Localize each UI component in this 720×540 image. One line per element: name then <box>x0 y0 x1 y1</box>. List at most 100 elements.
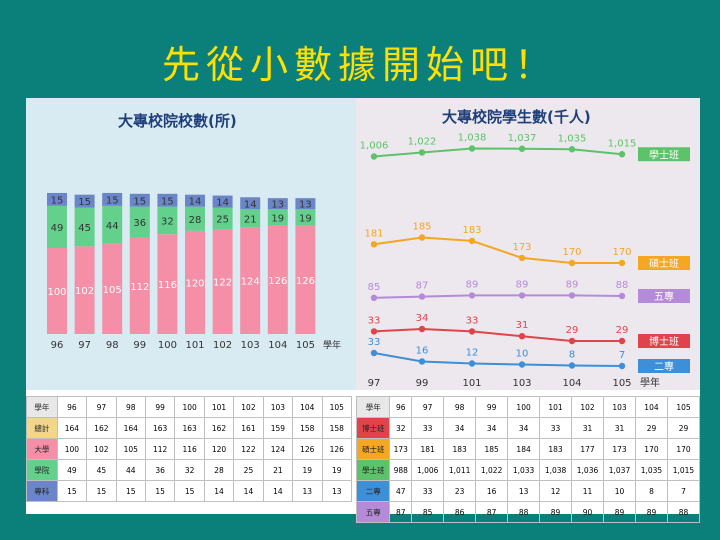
bar-junior <box>102 192 123 206</box>
table-cell: 1,033 <box>507 459 541 481</box>
table-cell: 87 <box>475 501 509 523</box>
x-tick-label: 97 <box>78 340 91 351</box>
chart-title: 大專校院學生數(千人) <box>442 108 591 126</box>
table-row: 碩士班 173 181 183 185 184 183 177 173 170 170 <box>355 438 701 460</box>
x-tick-label: 103 <box>512 378 531 389</box>
bar-label-college: 25 <box>216 214 229 225</box>
table-cell: 88 <box>507 501 541 523</box>
table-cell: 13 <box>321 480 352 502</box>
point-two-year <box>418 358 426 365</box>
data-label-five-year: 89 <box>516 279 529 290</box>
table-cell: 23 <box>443 480 477 502</box>
legend-box-phd <box>638 334 690 348</box>
bar-label-college: 49 <box>51 223 64 234</box>
table-cell: 1,038 <box>539 459 573 481</box>
x-tick-label: 99 <box>133 340 146 351</box>
bar-college <box>212 207 233 230</box>
legend-box-bachelor <box>638 147 690 162</box>
point-bachelor <box>370 153 378 160</box>
data-label-bachelor: 1,006 <box>360 141 389 152</box>
table-cell: 32 <box>389 417 413 439</box>
table-cell: 170 <box>666 438 701 460</box>
bar-label-univ: 124 <box>241 277 260 288</box>
series-line-phd <box>373 327 622 342</box>
data-label-two-year: 7 <box>619 350 625 361</box>
point-phd <box>618 337 626 345</box>
table-cell: 112 <box>144 438 176 460</box>
bar-junior <box>185 194 205 207</box>
x-tick-label: 105 <box>296 340 315 351</box>
table-cell: 21 <box>262 459 294 481</box>
legend-box-five-year <box>638 289 690 303</box>
bar-univ <box>212 229 233 334</box>
data-label-two-year: 16 <box>416 346 429 357</box>
point-bachelor <box>518 145 526 152</box>
school-count-table: 學年 96 97 98 99 100 101 102 103 104 105 總計 164 162 164 1… <box>26 396 352 502</box>
table-cell: 104 <box>634 396 668 418</box>
table-cell: 14 <box>203 480 235 502</box>
table-cell: 14 <box>262 480 294 502</box>
table-cell: 8 <box>634 480 668 502</box>
table-row-header: 博士班 <box>355 417 391 439</box>
table-cell: 1,015 <box>666 459 701 481</box>
data-label-five-year: 88 <box>616 280 629 291</box>
legend-label-phd: 博士班 <box>649 335 679 348</box>
point-bachelor <box>568 146 576 153</box>
point-master <box>568 259 576 267</box>
table-cell: 161 <box>233 417 264 439</box>
table-cell: 19 <box>292 459 323 481</box>
table-cell: 89 <box>603 501 636 523</box>
bar-label-univ: 112 <box>130 282 149 293</box>
table-cell: 96 <box>56 396 88 418</box>
table-header-row: 學年 96 97 98 99 100 101 102 103 104 105 <box>26 396 352 418</box>
x-tick-label: 102 <box>213 340 232 351</box>
table-cell: 15 <box>144 480 176 502</box>
point-master <box>618 259 626 267</box>
table-cell: 32 <box>174 459 205 481</box>
table-cell: 15 <box>56 480 88 502</box>
point-five-year <box>418 293 426 300</box>
table-cell: 102 <box>571 396 605 418</box>
point-phd <box>568 337 576 345</box>
table-cell: 44 <box>115 459 146 481</box>
x-tick-label: 104 <box>268 340 287 351</box>
point-two-year <box>468 360 476 367</box>
bar-label-college: 21 <box>244 214 257 225</box>
bar-college <box>267 209 288 226</box>
table-cell: 170 <box>634 438 668 460</box>
x-tick-label: 99 <box>416 378 429 389</box>
table-row-header: 碩士班 <box>355 438 391 460</box>
table-cell: 31 <box>571 417 605 439</box>
table-cell: 13 <box>292 480 323 502</box>
table-cell: 162 <box>203 417 235 439</box>
table-cell: 31 <box>603 417 636 439</box>
data-label-master: 170 <box>562 247 581 258</box>
point-two-year <box>568 362 576 369</box>
table-cell: 163 <box>174 417 205 439</box>
table-row: 學院 49 45 44 36 32 28 25 21 19 19 <box>26 459 352 481</box>
table-cell: 1,022 <box>475 459 509 481</box>
table-cell: 98 <box>443 396 477 418</box>
data-label-phd: 33 <box>368 315 381 326</box>
bar-label-univ: 120 <box>185 278 204 289</box>
series-line-master <box>373 236 622 264</box>
bar-label-univ: 122 <box>213 278 232 289</box>
table-cell: 116 <box>174 438 205 460</box>
table-cell: 90 <box>571 501 605 523</box>
data-label-five-year: 89 <box>466 279 479 290</box>
bar-label-univ: 126 <box>268 276 287 287</box>
series-line-five-year <box>373 294 623 299</box>
point-phd <box>418 325 426 333</box>
table-row: 總計 164 162 164 163 163 162 161 159 158 158 <box>26 417 352 439</box>
table-row-header: 學院 <box>26 459 58 481</box>
x-axis-label: 學年 <box>640 376 660 389</box>
bar-univ <box>240 227 261 334</box>
point-two-year <box>518 361 526 368</box>
table-cell: 126 <box>321 438 352 460</box>
x-tick-label: 101 <box>185 340 204 351</box>
bar-college <box>129 206 150 238</box>
x-tick-label: 98 <box>106 340 119 351</box>
bar-college <box>240 209 261 228</box>
bar-label-univ: 102 <box>75 286 94 297</box>
bar-junior <box>295 198 316 210</box>
